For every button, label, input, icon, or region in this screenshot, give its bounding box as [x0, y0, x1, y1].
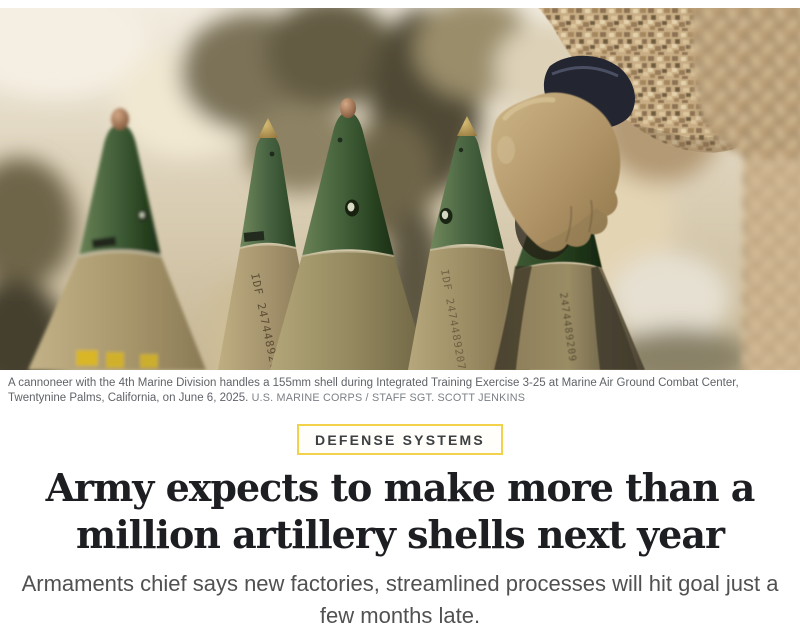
headline: Army expects to make more than a million…	[45, 464, 756, 558]
artillery-shell-1	[28, 108, 206, 370]
shell-gold-tip	[258, 118, 278, 138]
article-hero: IDF 2474489207 IDF 247	[0, 8, 800, 407]
hero-photo-illustration: IDF 2474489207 IDF 247	[0, 8, 800, 370]
shell-gold-tip	[457, 116, 477, 136]
shell-yellow-markings	[76, 350, 158, 368]
shell-copper-tip	[111, 108, 129, 130]
caption-credit: U.S. MARINE CORPS / STAFF SGT. SCOTT JEN…	[251, 392, 526, 405]
marine-body	[690, 8, 800, 370]
shell-copper-tip	[340, 98, 356, 118]
caption-text: A cannoneer with the 4th Marine Division…	[8, 377, 739, 405]
glove	[490, 92, 621, 252]
dek: Armaments chief says new factories, stre…	[21, 571, 779, 628]
artillery-shell-3	[270, 98, 428, 370]
photo-caption: A cannoneer with the 4th Marine Division…	[0, 370, 768, 407]
category-tag-row: DEFENSE SYSTEMS	[0, 423, 800, 455]
category-tag[interactable]: DEFENSE SYSTEMS	[297, 423, 503, 455]
hero-photo: IDF 2474489207 IDF 247	[0, 8, 800, 370]
